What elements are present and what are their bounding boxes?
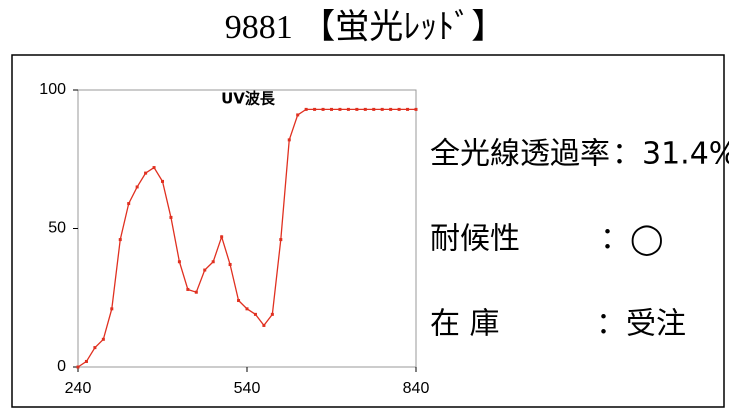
- point: [152, 166, 156, 170]
- y-tick-label: 0: [57, 358, 66, 375]
- point: [144, 171, 148, 175]
- y-tick-label: 100: [39, 81, 66, 98]
- point: [228, 263, 232, 267]
- point: [363, 107, 367, 111]
- point: [380, 107, 384, 111]
- point: [355, 107, 359, 111]
- page-title: 9881 【蛍光ﾚｯﾄﾞ】: [225, 8, 506, 46]
- plot-area: [77, 89, 417, 368]
- point: [110, 307, 114, 311]
- frame: [11, 54, 725, 408]
- point: [313, 107, 317, 111]
- point: [346, 107, 350, 111]
- point: [194, 290, 198, 294]
- point: [127, 202, 131, 206]
- point: [211, 260, 215, 264]
- point: [203, 268, 207, 272]
- point: [101, 337, 105, 341]
- point: [169, 215, 173, 219]
- point: [279, 238, 283, 242]
- point: [220, 235, 224, 239]
- point: [253, 312, 257, 316]
- transmittance-value: ：31.4%: [612, 137, 729, 172]
- point: [245, 307, 249, 311]
- point: [84, 359, 88, 363]
- point: [270, 312, 274, 316]
- point: [397, 107, 401, 111]
- point: [93, 346, 97, 350]
- y-tick-label: 50: [48, 220, 66, 237]
- point: [186, 287, 190, 291]
- stock-value: ：受注: [596, 307, 686, 342]
- weather-label: 耐候性: [430, 222, 520, 257]
- point: [414, 107, 418, 111]
- point: [262, 323, 266, 327]
- transmittance-label: 全光線透過率: [430, 137, 610, 172]
- point: [406, 107, 410, 111]
- weather-value: ：◯: [600, 222, 664, 257]
- x-tick-label: 540: [234, 380, 261, 397]
- point: [321, 107, 325, 111]
- point: [338, 107, 342, 111]
- point: [330, 107, 333, 111]
- point: [118, 238, 122, 242]
- point: [135, 185, 139, 189]
- point: [304, 107, 308, 111]
- point: [287, 138, 291, 142]
- point: [76, 365, 80, 369]
- point: [161, 179, 164, 183]
- point: [296, 113, 300, 117]
- point: [177, 260, 181, 264]
- x-tick-label: 240: [65, 380, 92, 397]
- stock-label: 在 庫: [430, 307, 500, 342]
- point: [389, 107, 393, 111]
- point: [237, 299, 241, 303]
- x-tick-label: 840: [403, 380, 430, 397]
- point: [372, 107, 376, 111]
- chart-title: UV波長: [221, 90, 276, 108]
